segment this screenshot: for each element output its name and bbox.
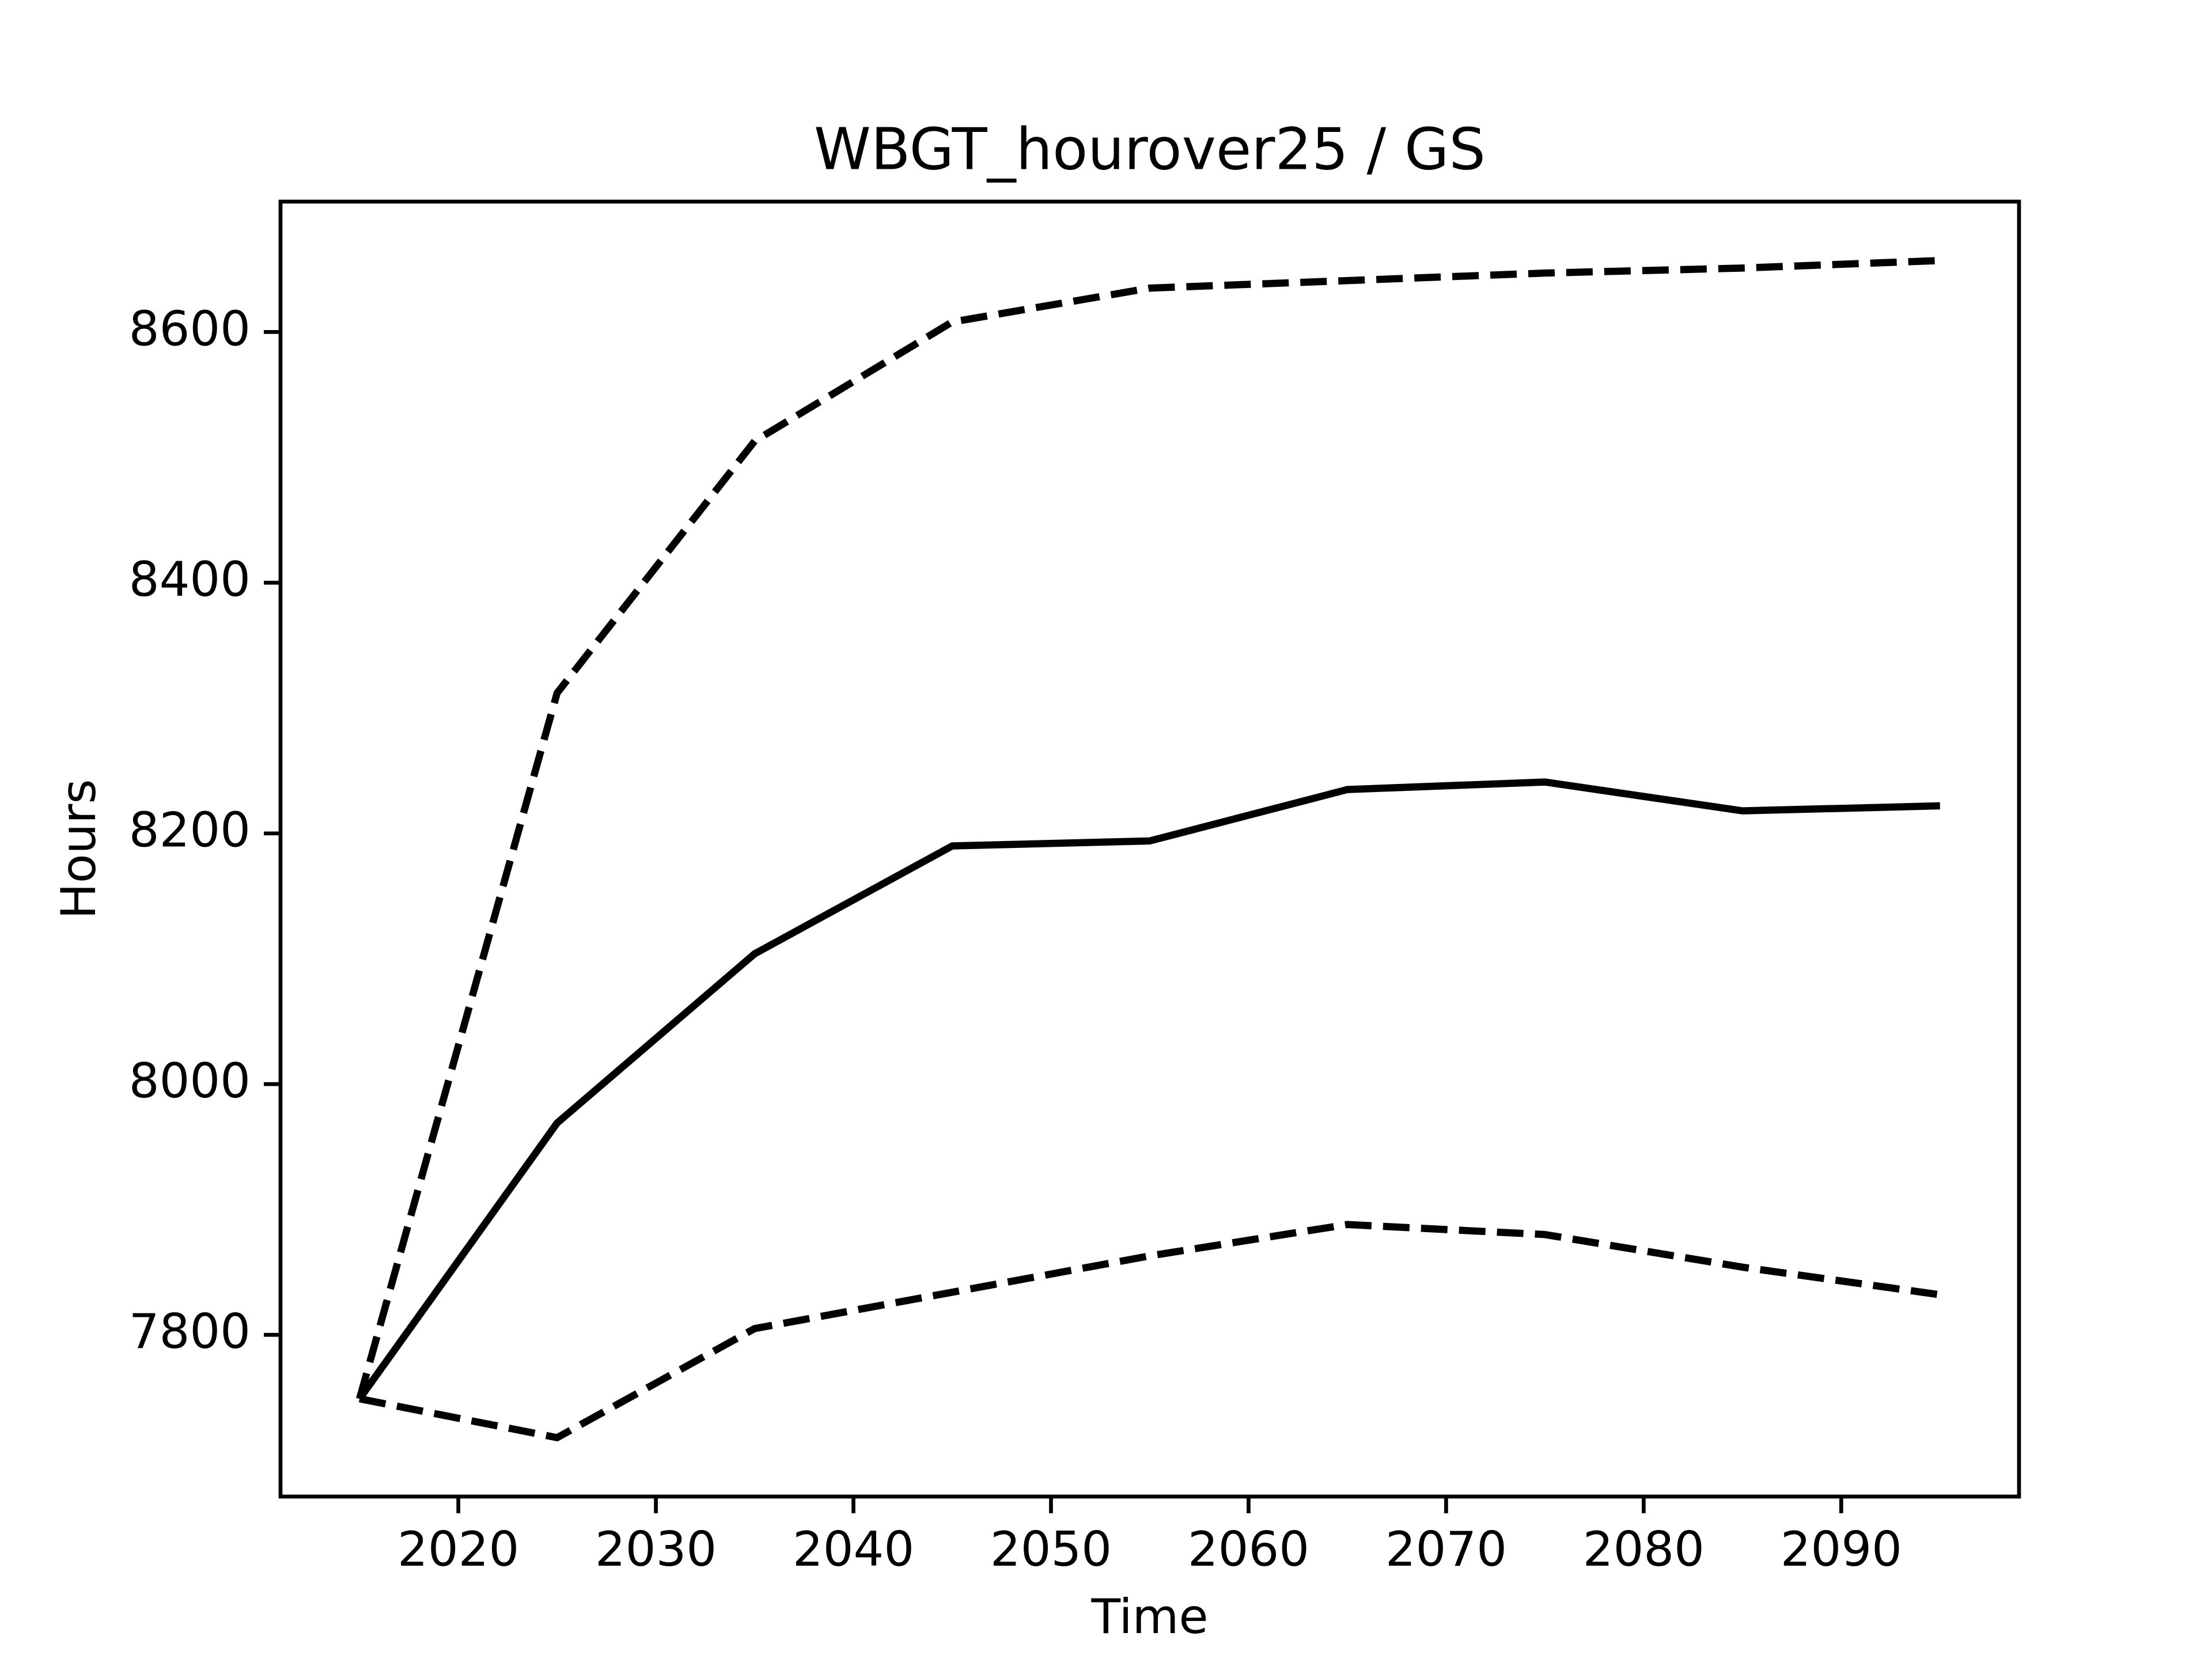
x-tick-label: 2040 (793, 1521, 914, 1577)
x-axis-label: Time (1090, 1589, 1208, 1645)
y-axis-label: Hours (51, 779, 107, 919)
y-tick-label: 7800 (129, 1304, 251, 1359)
x-tick-label: 2070 (1385, 1521, 1507, 1577)
line-series (356, 257, 1941, 1400)
y-tick-label: 8600 (129, 301, 251, 357)
y-tick-label: 8000 (129, 1053, 251, 1109)
x-tick-label: 2090 (1781, 1521, 1902, 1577)
x-tick-label: 2030 (595, 1521, 717, 1577)
x-tick-label: 2080 (1583, 1521, 1705, 1577)
plot-frame (278, 199, 2021, 1499)
x-tick-label: 2050 (990, 1521, 1112, 1577)
line-series (357, 778, 1940, 1401)
y-tick-label: 8400 (129, 551, 251, 607)
line-series (358, 1221, 1941, 1441)
y-tick-label: 8200 (129, 802, 251, 858)
x-tick-label: 2020 (397, 1521, 519, 1577)
chart-title: WBGT_hourover25 / GS (814, 115, 1486, 183)
x-tick-label: 2060 (1188, 1521, 1309, 1577)
